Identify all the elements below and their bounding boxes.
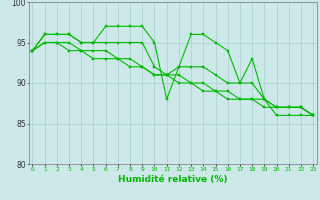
X-axis label: Humidité relative (%): Humidité relative (%) bbox=[118, 175, 228, 184]
